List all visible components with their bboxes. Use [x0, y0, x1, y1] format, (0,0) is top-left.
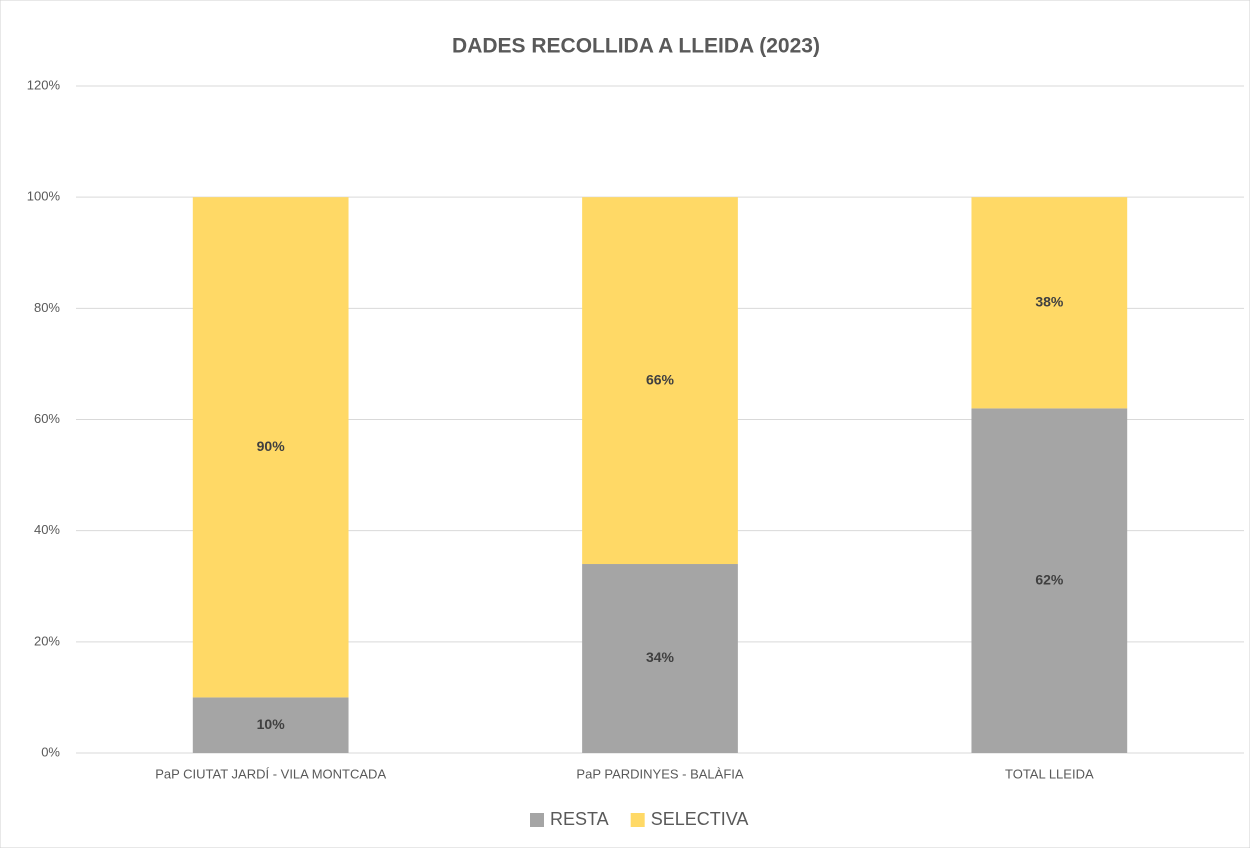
bar-segment: [971, 197, 1128, 409]
y-tick-label: 80%: [34, 300, 60, 315]
y-tick-label: 100%: [27, 189, 61, 204]
data-label: 10%: [257, 716, 286, 732]
bar-segment: [971, 408, 1128, 753]
legend-swatch: [630, 813, 645, 827]
y-tick-label: 20%: [34, 633, 60, 648]
data-label: 90%: [257, 438, 286, 454]
data-label: 38%: [1035, 293, 1064, 309]
x-tick-label: TOTAL LLEIDA: [1005, 766, 1094, 781]
bar-segment: [192, 697, 349, 753]
legend-label: SELECTIVA: [651, 809, 749, 829]
legend-label: RESTA: [550, 809, 609, 829]
bar-segment: [582, 564, 738, 753]
x-tick-label: PaP CIUTAT JARDÍ - VILA MONTCADA: [155, 766, 386, 781]
data-label: 66%: [646, 371, 675, 387]
data-label: 34%: [646, 649, 675, 665]
y-tick-label: 60%: [34, 411, 60, 426]
y-tick-label: 40%: [34, 522, 60, 537]
y-tick-label: 0%: [41, 744, 60, 759]
chart-title: DADES RECOLLIDA A LLEIDA (2023): [452, 35, 820, 58]
x-tick-label: PaP PARDINYES - BALÀFIA: [576, 766, 743, 781]
bar-segment: [192, 197, 349, 698]
data-label: 62%: [1035, 571, 1064, 587]
bar-segment: [582, 197, 738, 565]
y-tick-label: 120%: [27, 77, 61, 92]
legend-swatch: [530, 813, 544, 827]
